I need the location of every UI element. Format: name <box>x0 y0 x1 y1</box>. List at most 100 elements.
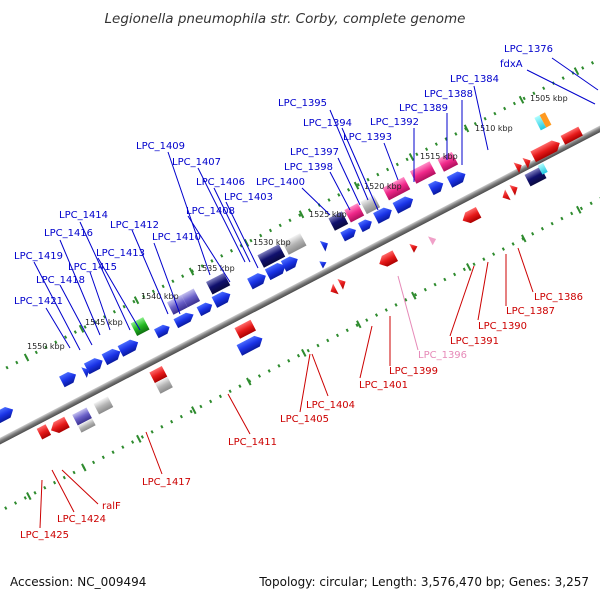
gene-lpc1411[interactable] <box>234 319 257 339</box>
label-lpc1405[interactable]: LPC_1405 <box>280 414 329 425</box>
label-lpc1393[interactable]: LPC_1393 <box>343 132 392 143</box>
leader-lpc1404 <box>311 353 329 397</box>
gene-lpc1421[interactable] <box>130 317 150 336</box>
gene-lpc1409[interactable] <box>247 270 269 290</box>
gene-lpc1414[interactable] <box>181 288 201 308</box>
label-fdxA[interactable]: fdxA <box>500 59 523 70</box>
gene-lpc1417b[interactable] <box>154 376 173 394</box>
gene-lpc1411b[interactable] <box>236 333 266 356</box>
gene-lpc1399f[interactable] <box>340 226 358 242</box>
gene-lpc1384[interactable] <box>437 151 459 172</box>
gene-lpc1386b[interactable] <box>537 162 548 175</box>
label-lpc1398[interactable]: LPC_1398 <box>284 162 333 173</box>
label-lpc1401[interactable]: LPC_1401 <box>359 380 408 391</box>
gene-red-right-b[interactable] <box>530 138 562 163</box>
gene-lpc1385[interactable] <box>446 169 469 188</box>
label-lpc1409[interactable]: LPC_1409 <box>136 141 185 152</box>
gene-lpc1413[interactable] <box>166 294 188 315</box>
gene-lpc1419b[interactable] <box>101 346 124 366</box>
label-lpc1412[interactable]: LPC_1412 <box>110 220 159 231</box>
leader-lpc1394 <box>341 127 379 211</box>
gene-small-fwd[interactable] <box>319 259 328 269</box>
gene-lpc1390f[interactable] <box>428 178 446 196</box>
gene-lpc1425b[interactable] <box>36 424 52 440</box>
label-lpc1397[interactable]: LPC_1397 <box>290 147 339 158</box>
gene-lpc1390[interactable] <box>500 189 511 203</box>
label-lpc1404[interactable]: LPC_1404 <box>306 400 355 411</box>
label-lpc1388[interactable]: LPC_1388 <box>424 89 473 100</box>
label-lpc1421[interactable]: LPC_1421 <box>14 296 63 307</box>
label-lpc1392[interactable]: LPC_1392 <box>370 117 419 128</box>
label-lpc1418[interactable]: LPC_1418 <box>36 275 85 286</box>
label-lpc1411[interactable]: LPC_1411 <box>228 437 277 448</box>
gene-ralF[interactable] <box>93 396 114 415</box>
label-lpc1414[interactable]: LPC_1414 <box>59 210 108 221</box>
gene-lpc1388[interactable] <box>409 161 436 184</box>
gene-lpc1376[interactable] <box>534 115 547 131</box>
gene-lpc1400[interactable] <box>319 238 331 252</box>
gene-lpc1425[interactable] <box>48 416 70 436</box>
gene-lpc1407[interactable] <box>264 260 288 281</box>
gene-lpc1393[interactable] <box>360 194 381 215</box>
gene-lpc1419[interactable] <box>117 337 141 357</box>
gene-lpc1399[interactable] <box>409 241 419 253</box>
label-lpc1387[interactable]: LPC_1387 <box>506 306 555 317</box>
label-lpc1407[interactable]: LPC_1407 <box>172 157 221 168</box>
gene-lpc1406[interactable] <box>280 254 301 272</box>
gene-lpc1403[interactable] <box>282 233 307 255</box>
label-lpc1389[interactable]: LPC_1389 <box>399 103 448 114</box>
label-lpc1408[interactable]: LPC_1408 <box>186 206 235 217</box>
gene-lpc1424b[interactable] <box>77 418 96 433</box>
gene-lpc1397[interactable] <box>328 211 349 231</box>
gene-lpc1426[interactable] <box>0 404 16 424</box>
label-lpc1425[interactable]: LPC_1425 <box>20 530 69 541</box>
label-lpc1400[interactable]: LPC_1400 <box>256 177 305 188</box>
label-lpc1413[interactable]: LPC_1413 <box>96 248 145 259</box>
label-lpc1376[interactable]: LPC_1376 <box>504 44 553 55</box>
gene-red-right-d[interactable] <box>513 160 525 174</box>
label-lpc1403[interactable]: LPC_1403 <box>224 192 273 203</box>
map-title: Legionella pneumophila str. Corby, compl… <box>105 11 466 27</box>
label-lpc1406[interactable]: LPC_1406 <box>196 177 245 188</box>
gene-lpc1424[interactable] <box>72 407 92 426</box>
gene-lpc1398[interactable] <box>358 217 374 233</box>
gene-lpc1410[interactable] <box>206 272 231 295</box>
gene-lpc1422[interactable] <box>81 365 92 378</box>
label-lpc1417[interactable]: LPC_1417 <box>142 477 191 488</box>
label-lpc1390[interactable]: LPC_1390 <box>478 321 527 332</box>
gene-lpc1423[interactable] <box>59 369 79 388</box>
label-lpc1399[interactable]: LPC_1399 <box>389 366 438 377</box>
gene-lpc1416[interactable] <box>173 310 196 329</box>
gene-lpc1405[interactable] <box>328 283 339 297</box>
label-lpc1415[interactable]: LPC_1415 <box>68 262 117 273</box>
leader-lpc1384 <box>473 85 489 151</box>
gene-fdxA[interactable] <box>539 112 552 128</box>
label-lpc1424[interactable]: LPC_1424 <box>57 514 106 525</box>
gene-lpc1389[interactable] <box>382 176 411 201</box>
label-lpc1419[interactable]: LPC_1419 <box>14 251 63 262</box>
label-lpc1395[interactable]: LPC_1395 <box>278 98 327 109</box>
gene-lpc1395[interactable] <box>373 205 395 224</box>
gene-lpc1401[interactable] <box>377 250 399 269</box>
label-lpc1396[interactable]: LPC_1396 <box>418 350 467 361</box>
label-lpc1410[interactable]: LPC_1410 <box>152 232 201 243</box>
gene-lpc1417[interactable] <box>149 365 168 384</box>
gene-lpc1391[interactable] <box>460 206 482 226</box>
gene-lpc1396[interactable] <box>428 234 438 246</box>
gene-lpc1415[interactable] <box>196 300 215 317</box>
tick-label: 1550 kbp <box>27 342 65 351</box>
gene-lpc1392[interactable] <box>392 194 416 214</box>
gene-lpc1408[interactable] <box>257 244 286 268</box>
label-lpc1386[interactable]: LPC_1386 <box>534 292 583 303</box>
gene-lpc1412[interactable] <box>211 289 234 308</box>
gene-red-right-c[interactable] <box>522 155 533 169</box>
gene-red-right-a[interactable] <box>560 126 583 145</box>
label-lpc1391[interactable]: LPC_1391 <box>450 336 499 347</box>
label-lpc1416[interactable]: LPC_1416 <box>44 228 93 239</box>
label-lpc1394[interactable]: LPC_1394 <box>303 118 352 129</box>
gene-lpc1418[interactable] <box>154 322 172 339</box>
gene-lpc1404[interactable] <box>337 276 348 290</box>
label-lpc1384[interactable]: LPC_1384 <box>450 74 499 85</box>
label-ralF[interactable]: ralF <box>102 501 121 512</box>
gene-lpc1387[interactable] <box>509 182 520 196</box>
